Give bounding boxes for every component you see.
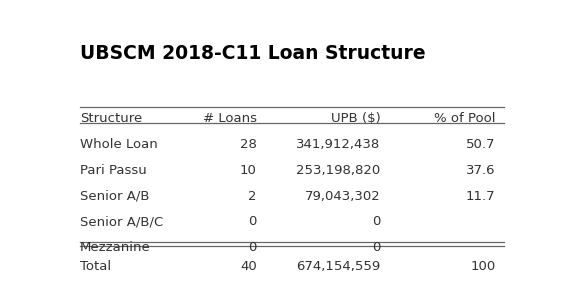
Text: UBSCM 2018-C11 Loan Structure: UBSCM 2018-C11 Loan Structure (80, 44, 426, 63)
Text: # Loans: # Loans (203, 112, 256, 126)
Text: Whole Loan: Whole Loan (80, 138, 158, 151)
Text: 2: 2 (249, 189, 256, 203)
Text: % of Pool: % of Pool (434, 112, 495, 126)
Text: 0: 0 (249, 241, 256, 254)
Text: Mezzanine: Mezzanine (80, 241, 151, 254)
Text: 0: 0 (249, 215, 256, 228)
Text: UPB ($): UPB ($) (331, 112, 381, 126)
Text: 253,198,820: 253,198,820 (296, 164, 381, 177)
Text: 37.6: 37.6 (466, 164, 495, 177)
Text: 341,912,438: 341,912,438 (296, 138, 381, 151)
Text: 40: 40 (240, 260, 256, 273)
Text: Structure: Structure (80, 112, 142, 126)
Text: 100: 100 (470, 260, 495, 273)
Text: 674,154,559: 674,154,559 (296, 260, 381, 273)
Text: 0: 0 (372, 241, 381, 254)
Text: Total: Total (80, 260, 111, 273)
Text: 28: 28 (240, 138, 256, 151)
Text: 10: 10 (240, 164, 256, 177)
Text: Senior A/B/C: Senior A/B/C (80, 215, 164, 228)
Text: Pari Passu: Pari Passu (80, 164, 147, 177)
Text: 50.7: 50.7 (466, 138, 495, 151)
Text: 0: 0 (372, 215, 381, 228)
Text: Senior A/B: Senior A/B (80, 189, 149, 203)
Text: 11.7: 11.7 (466, 189, 495, 203)
Text: 79,043,302: 79,043,302 (305, 189, 381, 203)
